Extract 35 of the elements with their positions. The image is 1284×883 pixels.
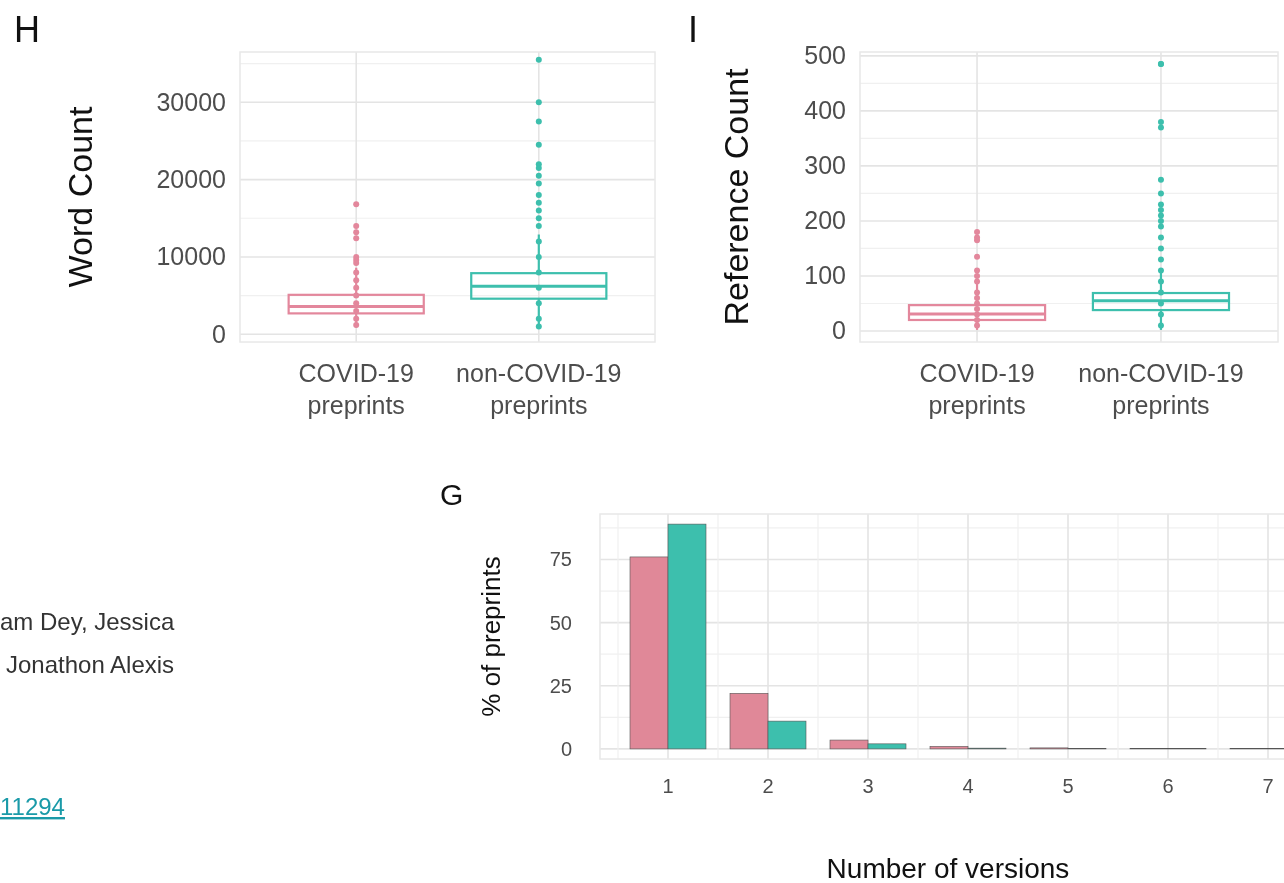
y-tick-label: 0 xyxy=(832,316,846,345)
y-tick-label: 0 xyxy=(560,737,572,760)
x-tick-label: non-COVID-19 preprints xyxy=(1078,359,1244,419)
y-tick-label: 500 xyxy=(804,41,846,70)
y-axis-title: Reference Count xyxy=(717,67,755,326)
x-tick-label: 6 xyxy=(1162,775,1174,797)
chart-title: G xyxy=(440,478,464,511)
x-tick-label: 2 xyxy=(762,775,774,797)
y-tick-label: 200 xyxy=(804,206,846,235)
x-tick-label: 1 xyxy=(662,775,674,797)
x-tick-label: non-COVID-19 preprints xyxy=(456,359,622,419)
x-tick-label: 7 xyxy=(1262,775,1274,797)
y-tick-label: 100 xyxy=(804,261,846,290)
x-axis-title: Number of versions xyxy=(826,853,1070,883)
x-tick-label: 3 xyxy=(862,775,874,797)
y-tick-label: 300 xyxy=(804,151,846,180)
x-tick-label: COVID-19 preprints xyxy=(298,359,414,419)
y-axis-title: Word Count xyxy=(61,106,99,288)
chart-title: H xyxy=(14,9,40,50)
x-tick-label: 4 xyxy=(962,775,974,797)
y-tick-label: 30000 xyxy=(156,87,226,116)
y-axis-title: % of preprints xyxy=(476,556,506,717)
y-tick-label: 75 xyxy=(549,548,572,571)
y-tick-label: 400 xyxy=(804,96,846,125)
x-tick-label: 5 xyxy=(1062,775,1074,797)
chart-title: I xyxy=(688,9,699,50)
text: 11294 xyxy=(0,793,65,820)
x-tick-label: COVID-19 preprints xyxy=(919,359,1035,419)
text: am Dey, Jessica xyxy=(0,608,175,635)
y-tick-label: 20000 xyxy=(156,165,226,194)
text: Jonathon Alexis xyxy=(6,651,175,678)
y-tick-label: 10000 xyxy=(156,242,226,271)
y-tick-label: 25 xyxy=(549,674,572,697)
y-tick-label: 50 xyxy=(549,611,572,634)
y-tick-label: 0 xyxy=(212,319,226,348)
